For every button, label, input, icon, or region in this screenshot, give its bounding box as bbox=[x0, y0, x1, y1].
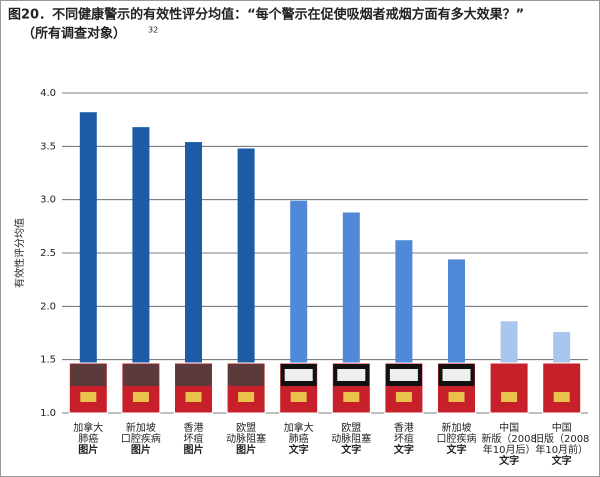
x-tick-label: 文字 bbox=[341, 443, 361, 456]
pack-emblem bbox=[395, 392, 412, 402]
x-tick-label: 年10月前） bbox=[535, 443, 588, 456]
pack-emblem bbox=[501, 392, 518, 402]
pack bbox=[542, 362, 582, 414]
x-tick-label: 肺癌 bbox=[289, 432, 309, 445]
x-tick-label: 年10月后） bbox=[483, 443, 536, 456]
pack-warning-box bbox=[284, 369, 313, 381]
x-tick-label: 图片 bbox=[236, 443, 256, 456]
title-note: 32 bbox=[148, 26, 158, 35]
x-tick-label: 文字 bbox=[289, 443, 309, 456]
x-tick-label: 图片 bbox=[131, 443, 151, 456]
x-tick-label: 坏疽 bbox=[184, 432, 204, 445]
pack-emblem bbox=[290, 392, 307, 402]
y-tick-label: 1.0 bbox=[40, 408, 56, 419]
y-tick-label: 2.5 bbox=[40, 248, 56, 259]
x-tick-label: 图片 bbox=[78, 443, 98, 456]
pack-warning-box bbox=[442, 369, 471, 381]
y-tick-label: 1.5 bbox=[40, 355, 56, 366]
y-axis-label: 有效性评分均值 bbox=[13, 218, 26, 288]
pack-emblem bbox=[238, 392, 255, 402]
x-tick-label: 中国 bbox=[552, 421, 572, 434]
x-tick-label: 坏疽 bbox=[394, 432, 414, 445]
y-tick-label: 2.0 bbox=[40, 301, 56, 312]
x-tick-label: 加拿大 bbox=[284, 421, 314, 434]
x-tick-label: 中国 bbox=[499, 421, 519, 434]
pack-warning-box bbox=[389, 369, 418, 381]
pack-emblem bbox=[553, 392, 570, 402]
pack-warning-box bbox=[337, 369, 366, 381]
y-tick-label: 3.0 bbox=[40, 195, 56, 206]
pack-picture bbox=[228, 364, 265, 386]
chart-title-line2: （所有调查对象） bbox=[22, 26, 126, 42]
y-tick-label: 4.0 bbox=[40, 88, 56, 99]
bar bbox=[290, 200, 308, 413]
x-tick-label: 动脉阻塞 bbox=[226, 432, 266, 445]
bar bbox=[132, 127, 150, 413]
x-tick-label: 文字 bbox=[394, 443, 414, 456]
x-tick-label: 动脉阻塞 bbox=[331, 432, 371, 445]
x-tick-label: 图片 bbox=[184, 443, 204, 456]
bar bbox=[185, 142, 202, 414]
pack-emblem bbox=[343, 392, 360, 402]
pack bbox=[489, 362, 529, 414]
pack-emblem bbox=[80, 392, 97, 402]
y-tick-label: 3.5 bbox=[40, 141, 56, 152]
x-tick-label: 口腔疾病 bbox=[121, 432, 161, 445]
x-tick-label: 肺癌 bbox=[78, 432, 98, 445]
x-tick-label: 文字 bbox=[499, 454, 519, 467]
chart-title: 图20．不同健康警示的有效性评分均值：“每个警示在促使吸烟者戒烟方面有多大效果？… bbox=[8, 7, 524, 23]
x-tick-label: 加拿大 bbox=[73, 421, 103, 434]
pack-picture bbox=[70, 364, 107, 386]
bar bbox=[79, 112, 97, 413]
x-tick-label: 文字 bbox=[552, 454, 572, 467]
pack-emblem bbox=[185, 392, 202, 402]
pack-picture bbox=[175, 364, 212, 386]
pack-emblem bbox=[448, 392, 465, 402]
x-tick-label: 口腔疾病 bbox=[437, 432, 477, 445]
bar bbox=[237, 148, 255, 413]
x-tick-label: 新加坡 bbox=[442, 421, 472, 434]
x-tick-label: 新加坡 bbox=[126, 421, 156, 434]
x-tick-label: 欧盟 bbox=[341, 422, 361, 434]
x-tick-label: 新版（2008 bbox=[481, 432, 536, 445]
x-tick-label: 欧盟 bbox=[236, 422, 256, 434]
pack-picture bbox=[122, 364, 159, 386]
x-tick-label: 文字 bbox=[447, 443, 467, 456]
x-tick-label: 香港 bbox=[184, 422, 204, 434]
pack-emblem bbox=[132, 392, 149, 402]
x-tick-label: 旧版（2008 bbox=[534, 432, 589, 445]
x-tick-label: 香港 bbox=[394, 422, 414, 434]
